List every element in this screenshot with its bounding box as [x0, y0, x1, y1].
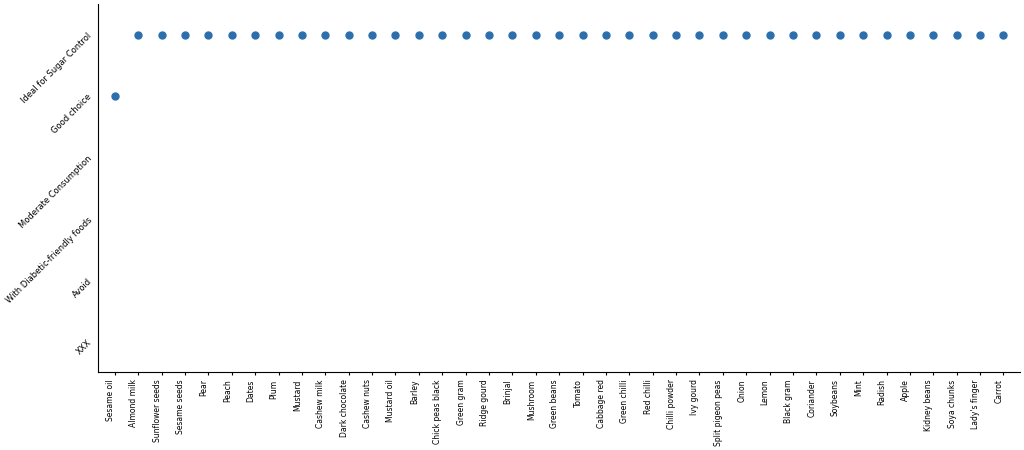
Point — [598, 31, 614, 38]
Point — [762, 31, 778, 38]
Point — [201, 31, 217, 38]
Point — [364, 31, 380, 38]
Point — [270, 31, 287, 38]
Point — [527, 31, 544, 38]
Point — [504, 31, 520, 38]
Point — [223, 31, 240, 38]
Point — [622, 31, 638, 38]
Point — [434, 31, 451, 38]
Point — [715, 31, 731, 38]
Point — [106, 93, 123, 100]
Point — [387, 31, 403, 38]
Point — [481, 31, 498, 38]
Point — [902, 31, 919, 38]
Point — [808, 31, 824, 38]
Point — [644, 31, 660, 38]
Point — [784, 31, 801, 38]
Point — [691, 31, 708, 38]
Point — [831, 31, 848, 38]
Point — [668, 31, 684, 38]
Point — [551, 31, 567, 38]
Point — [130, 31, 146, 38]
Point — [317, 31, 334, 38]
Point — [341, 31, 357, 38]
Point — [995, 31, 1012, 38]
Point — [925, 31, 941, 38]
Point — [972, 31, 988, 38]
Point — [574, 31, 591, 38]
Point — [247, 31, 263, 38]
Point — [411, 31, 427, 38]
Point — [738, 31, 755, 38]
Point — [154, 31, 170, 38]
Point — [879, 31, 895, 38]
Point — [855, 31, 871, 38]
Point — [458, 31, 474, 38]
Point — [948, 31, 965, 38]
Point — [177, 31, 194, 38]
Point — [294, 31, 310, 38]
